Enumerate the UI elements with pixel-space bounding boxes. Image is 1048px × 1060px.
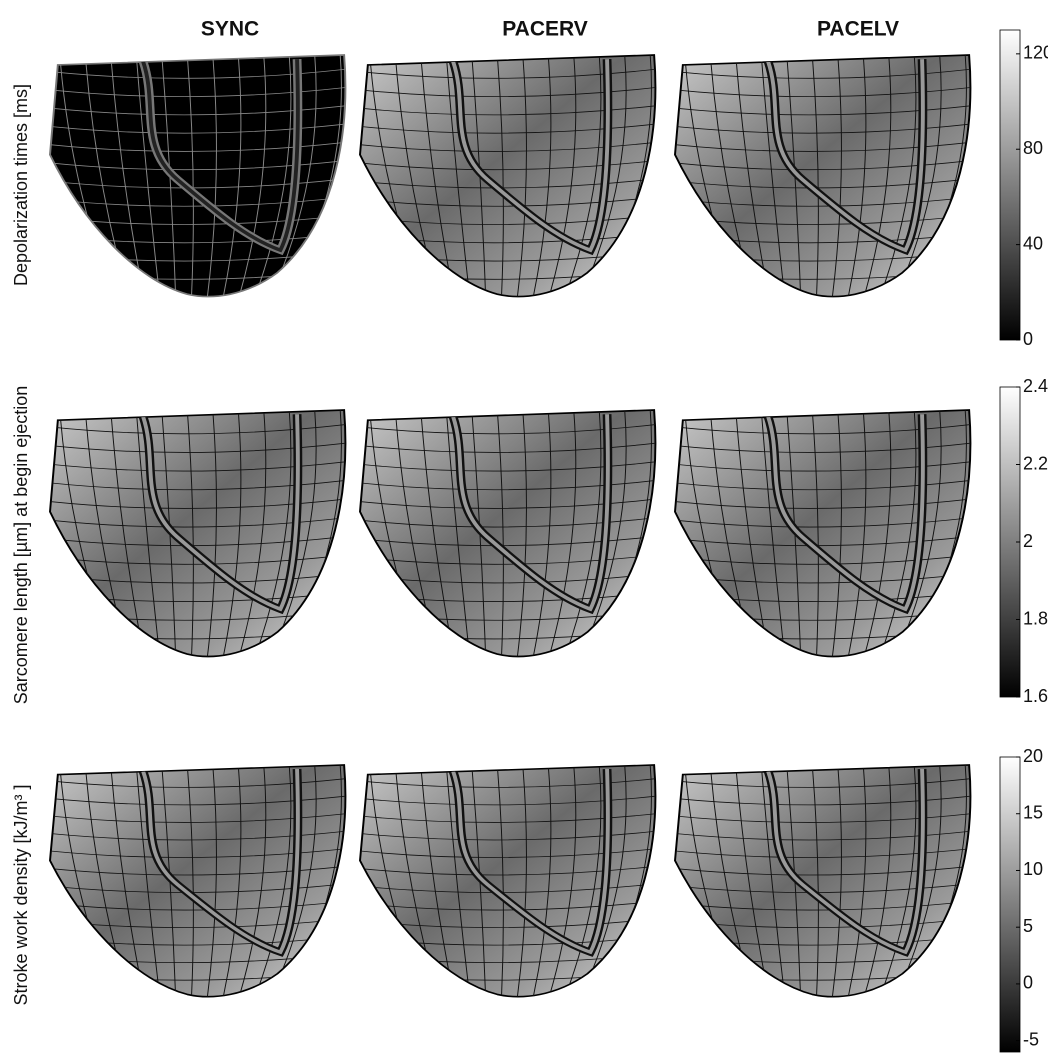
column-title: PACELV [817, 18, 899, 41]
figure: SYNC PACERV PACELV Depolarization times [ms… [0, 0, 1048, 1060]
colorbar-tick-label: 20 [1023, 746, 1043, 766]
heart-model [360, 55, 664, 304]
colorbar-tick-label: 2.4 [1023, 376, 1048, 396]
row-label: Stroke work density [kJ/m³ ] [11, 784, 31, 1005]
heart-model [50, 55, 354, 304]
colorbar-tick-label: -5 [1023, 1029, 1039, 1049]
heart-model [360, 410, 664, 664]
heart-model [50, 765, 354, 1004]
colorbar-tick-label: 1.8 [1023, 608, 1048, 628]
column-title: SYNC [201, 18, 259, 41]
colorbar-tick-label: 80 [1023, 138, 1043, 158]
heart-model [360, 765, 664, 1004]
heart-model [675, 410, 979, 664]
colorbar-tick-label: 40 [1023, 233, 1043, 253]
colorbar-tick-label: 2 [1023, 531, 1033, 551]
column-title: PACERV [502, 18, 588, 41]
heart-model [50, 410, 354, 664]
colorbar-tick-label: 10 [1023, 859, 1043, 879]
colorbar-tick-label: 0 [1023, 973, 1033, 993]
colorbar [1000, 30, 1020, 340]
colorbar [1000, 757, 1020, 1052]
colorbar-tick-label: 0 [1023, 329, 1033, 349]
colorbar-tick-label: 120 [1023, 43, 1048, 63]
colorbar-tick-label: 15 [1023, 802, 1043, 822]
colorbar-tick-label: 1.6 [1023, 686, 1048, 706]
colorbar-tick-label: 5 [1023, 916, 1033, 936]
heart-model [675, 765, 979, 1004]
heart-model [675, 55, 979, 304]
colorbar-tick-label: 2.2 [1023, 453, 1048, 473]
row-label: Depolarization times [ms] [11, 84, 31, 286]
row-label: Sarcomere length [µm] at begin ejection [11, 386, 31, 705]
